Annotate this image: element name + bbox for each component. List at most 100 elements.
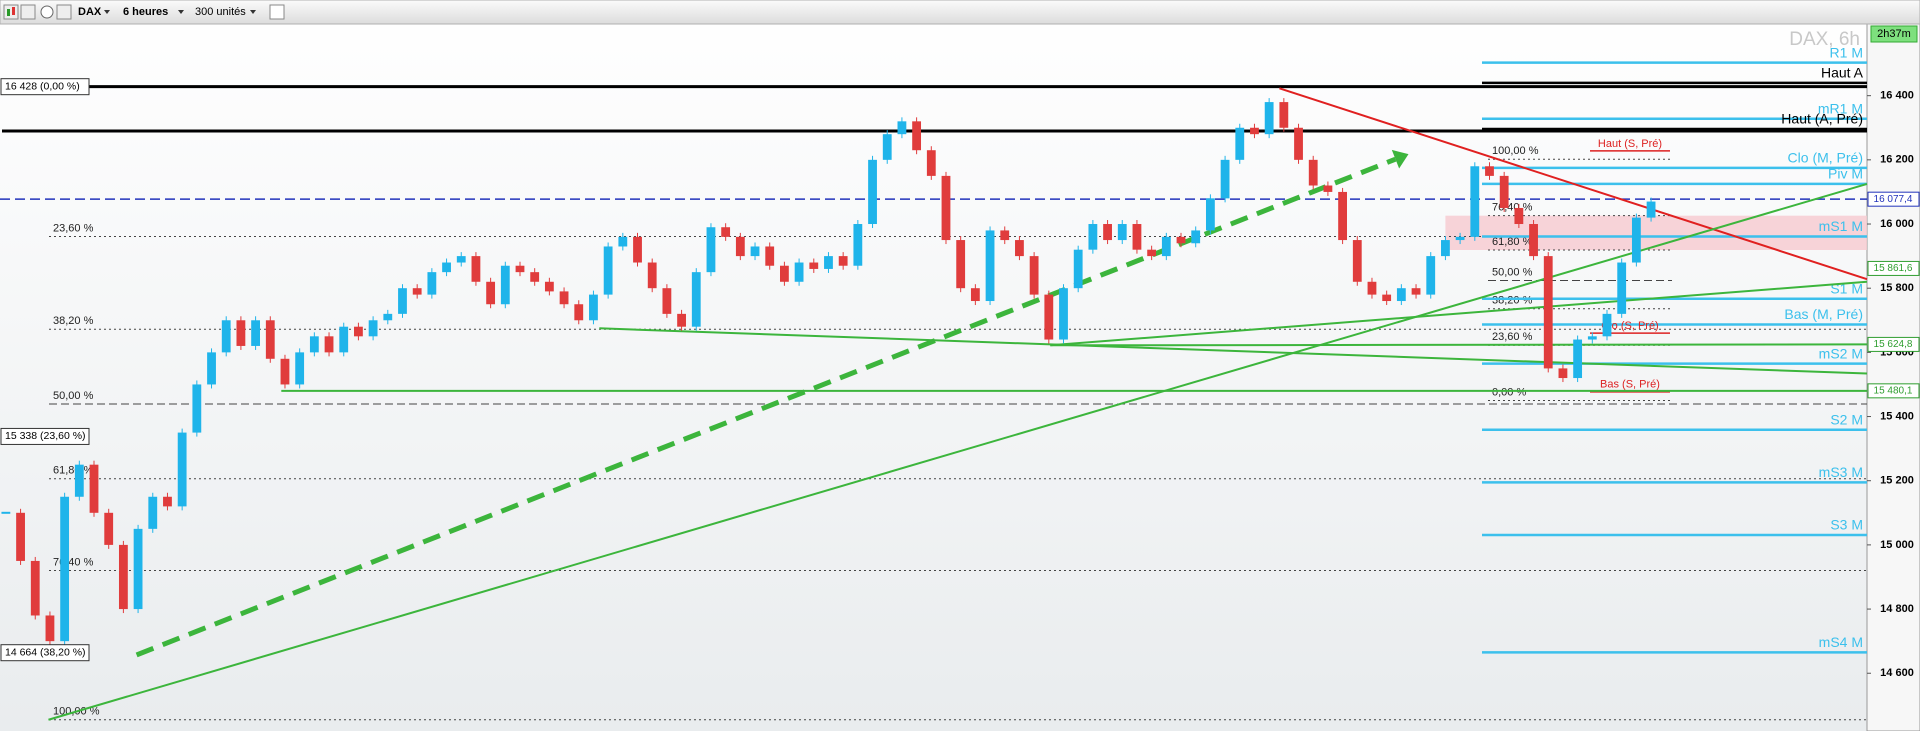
candle: [721, 227, 731, 237]
trendline: [599, 327, 1868, 375]
candle: [530, 272, 540, 282]
pivot-label: mS2 M: [1819, 345, 1863, 361]
candle: [941, 175, 951, 241]
candle: [589, 294, 598, 321]
candle: [471, 256, 481, 282]
candle: [383, 313, 393, 321]
timeframe-select[interactable]: 6 heures: [123, 6, 168, 18]
icon-clock[interactable]: [40, 5, 54, 19]
candle: [295, 352, 305, 385]
fib-label: 76,40 %: [1492, 202, 1533, 214]
icon: [7, 9, 10, 16]
candle: [1558, 368, 1568, 379]
candle: [647, 262, 657, 289]
axis-tag: 16 077,4: [1874, 194, 1913, 205]
trendline: [1279, 87, 1868, 281]
candle: [280, 358, 290, 385]
candle: [1161, 236, 1171, 257]
y-tick-label: 16 200: [1880, 154, 1914, 166]
y-tick-label: 16 000: [1880, 218, 1914, 230]
candle: [163, 496, 172, 507]
candle: [104, 512, 114, 545]
fib-label: 23,60 %: [1492, 331, 1533, 343]
candle: [912, 121, 922, 151]
candle: [985, 230, 995, 302]
icon-info[interactable]: [269, 4, 285, 20]
axis-tag: 15 480,1: [1874, 385, 1913, 396]
candle: [60, 496, 70, 642]
icon-scale[interactable]: [56, 4, 72, 20]
dropdown-arrow: [178, 10, 184, 14]
pivot-label: mS3 M: [1819, 464, 1863, 480]
icon: [12, 7, 15, 15]
candle: [412, 288, 422, 295]
y-tick-label: 15 000: [1880, 539, 1914, 551]
pivot-label: S3 M: [1830, 517, 1863, 533]
candle: [970, 288, 980, 302]
candle: [354, 326, 363, 337]
candle: [1308, 159, 1318, 186]
candle: [544, 281, 554, 292]
axis-tag-box: [1867, 336, 1920, 352]
candle: [750, 246, 760, 257]
y-tick-label: 16 400: [1880, 90, 1914, 102]
instrument-select[interactable]: DAX: [78, 6, 102, 18]
candle: [339, 326, 349, 353]
session-label: Clo (S, Pré): [1601, 320, 1658, 332]
pivot-label: S2 M: [1830, 411, 1863, 427]
candle: [1485, 166, 1494, 176]
candle: [1602, 313, 1612, 337]
pivot-label: Piv M: [1828, 166, 1863, 182]
candle: [1205, 198, 1215, 231]
y-tick-label: 14 800: [1880, 603, 1914, 615]
candle: [1000, 230, 1010, 241]
candle: [1396, 288, 1406, 302]
dropdown-arrow: [104, 10, 110, 14]
price-tag-box: [0, 78, 90, 96]
axis-tag-box: [1867, 260, 1920, 276]
fib-label: 61,80 %: [53, 465, 94, 477]
candle: [691, 272, 701, 327]
candle: [89, 464, 99, 513]
candle: [1338, 191, 1348, 241]
candle: [74, 464, 84, 497]
candle: [45, 615, 55, 642]
candle: [1352, 240, 1362, 282]
icon-chart[interactable]: [3, 4, 19, 20]
y-tick-label: 15 200: [1880, 475, 1914, 487]
candle: [1073, 249, 1083, 289]
candle: [1455, 236, 1465, 241]
axis-tag: 15 861,6: [1874, 263, 1913, 274]
candle: [1147, 249, 1157, 257]
toolbar-icons[interactable]: [3, 4, 285, 20]
trendline: [1050, 343, 1868, 347]
candle: [1470, 166, 1480, 237]
candle: [1264, 102, 1274, 135]
candle: [1176, 236, 1186, 244]
candle: [603, 246, 613, 295]
toolbar: [0, 0, 1920, 25]
price-tag: 16 428 (0,00 %): [5, 80, 80, 92]
candle: [1044, 294, 1054, 340]
price-tag-box: [0, 644, 90, 662]
icon-draw[interactable]: [20, 4, 36, 20]
candle: [1279, 102, 1289, 128]
arrow-head: [1391, 149, 1409, 169]
units-select[interactable]: 300 unités: [195, 6, 246, 18]
trendline: [48, 182, 1868, 721]
candle: [1441, 240, 1450, 257]
fib-label: 38,20 %: [1492, 295, 1533, 307]
candle: [515, 265, 525, 273]
fib-label: 50,00 %: [1492, 266, 1533, 278]
candle: [735, 236, 745, 257]
candle: [1220, 159, 1230, 199]
candle: [868, 159, 877, 225]
axis-tag-box: [1867, 383, 1920, 399]
candle: [1617, 262, 1627, 314]
candle: [794, 262, 804, 282]
candle: [207, 352, 216, 385]
fib-label: 23,60 %: [53, 222, 94, 234]
trendline: [1050, 280, 1868, 347]
